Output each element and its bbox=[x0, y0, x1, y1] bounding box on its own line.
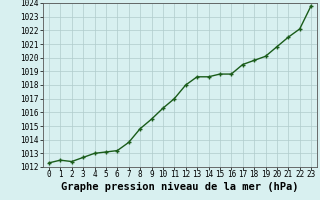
X-axis label: Graphe pression niveau de la mer (hPa): Graphe pression niveau de la mer (hPa) bbox=[61, 182, 299, 192]
